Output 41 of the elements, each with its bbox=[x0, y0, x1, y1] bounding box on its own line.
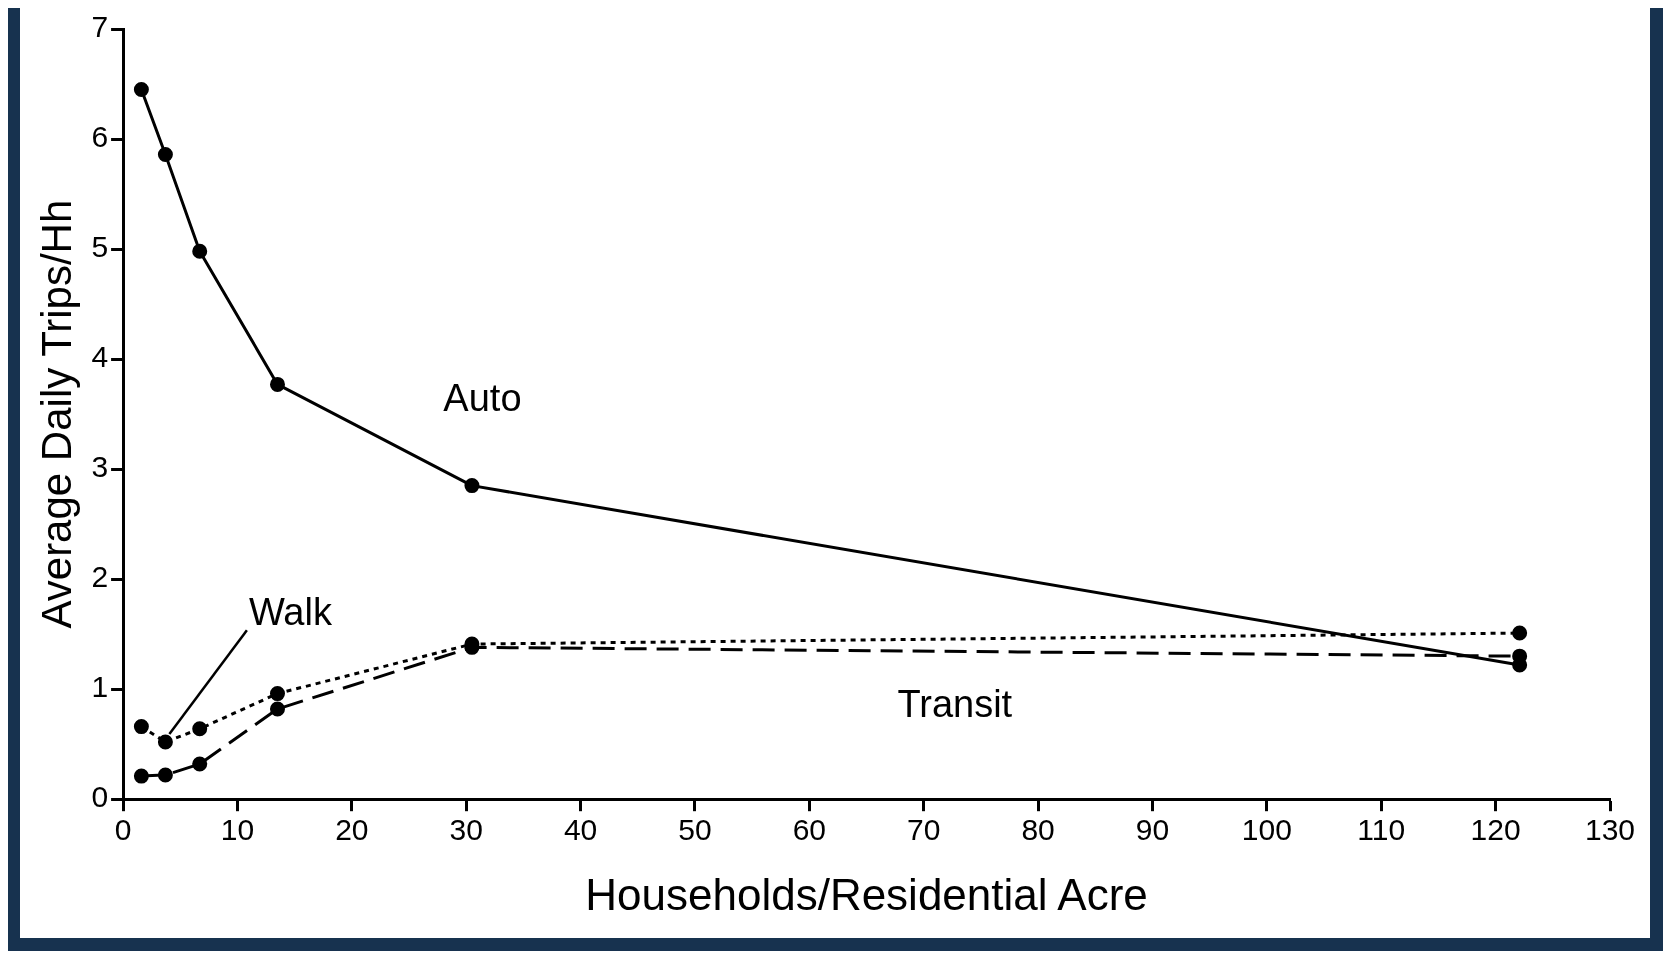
x-tick-label: 30 bbox=[449, 813, 483, 847]
y-axis-title: Average Daily Trips/Hh bbox=[32, 199, 80, 629]
point bbox=[270, 701, 285, 717]
point bbox=[270, 686, 285, 702]
y-tick-label: 0 bbox=[91, 780, 109, 814]
y-tick-label: 2 bbox=[91, 560, 109, 594]
x-tick-label: 40 bbox=[563, 813, 598, 847]
x-tick-label: 70 bbox=[907, 813, 941, 847]
y-tick-label: 4 bbox=[91, 340, 109, 374]
x-tick-label: 50 bbox=[678, 813, 712, 847]
x-tick-label: 110 bbox=[1357, 813, 1406, 847]
point bbox=[1512, 625, 1528, 641]
point bbox=[157, 767, 173, 783]
y-tick-label: 5 bbox=[91, 230, 109, 264]
point bbox=[157, 734, 173, 750]
x-tick-label: 20 bbox=[335, 813, 369, 847]
x-tick-label: 130 bbox=[1584, 813, 1636, 847]
point bbox=[192, 756, 208, 772]
y-tick-label: 6 bbox=[91, 120, 109, 154]
x-tick-label: 60 bbox=[792, 813, 827, 847]
y-tick-label: 7 bbox=[91, 10, 109, 44]
series-label: Transit bbox=[897, 683, 1013, 726]
point bbox=[133, 719, 149, 735]
x-tick-label: 90 bbox=[1135, 813, 1170, 847]
point bbox=[464, 478, 480, 494]
series-label: Walk bbox=[248, 590, 333, 633]
y-tick-label: 3 bbox=[91, 450, 109, 484]
point bbox=[133, 82, 149, 98]
y-tick-label: 1 bbox=[91, 670, 109, 704]
point bbox=[192, 243, 208, 259]
x-tick-label: 80 bbox=[1021, 813, 1055, 847]
x-tick-label: 10 bbox=[220, 813, 255, 847]
point bbox=[270, 376, 285, 392]
point bbox=[157, 146, 173, 162]
point bbox=[133, 768, 149, 784]
x-axis-title: Households/Residential Acre bbox=[585, 869, 1148, 919]
x-tick-label: 0 bbox=[114, 813, 132, 847]
point bbox=[192, 721, 208, 737]
x-tick-label: 120 bbox=[1470, 813, 1521, 847]
x-tick-label: 100 bbox=[1241, 813, 1292, 847]
series-label: Auto bbox=[443, 377, 522, 420]
